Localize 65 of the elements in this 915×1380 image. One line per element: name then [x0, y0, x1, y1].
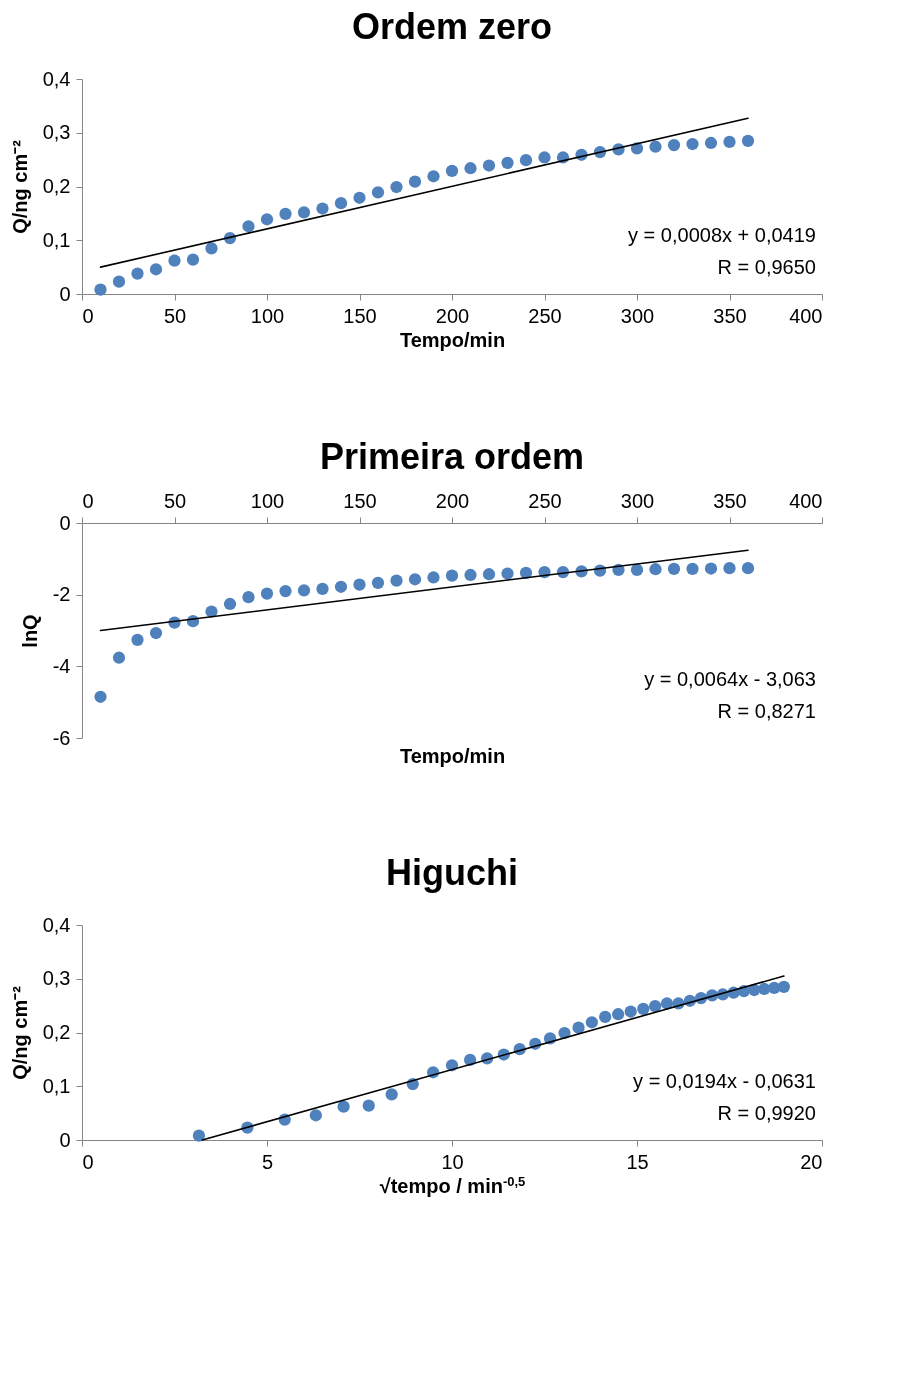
x-tick-label: 300: [620, 304, 655, 327]
y-tick-label: -4: [52, 654, 71, 677]
annotation: y = 0,0008x + 0,0419: [628, 224, 816, 246]
x-tick-label: 20: [800, 1150, 823, 1173]
y-tick-label: 0,1: [42, 228, 71, 251]
x-tick-label: 300: [620, 489, 655, 512]
point: [599, 1010, 612, 1024]
point: [192, 1129, 206, 1142]
chart-title: Higuchi: [386, 852, 518, 893]
x-tick-label: 0: [82, 489, 94, 512]
y-tick-label: -6: [52, 726, 71, 749]
y-tick-label: 0: [59, 282, 71, 305]
point: [649, 1000, 662, 1013]
annotation: y = 0,0064x - 3,063: [644, 668, 816, 690]
y-tick-label: 0,1: [42, 1074, 71, 1097]
x-tick-label: 0: [82, 304, 94, 327]
x-tick-label: 150: [343, 304, 377, 327]
point: [585, 1016, 598, 1029]
x-axis-title: Tempo/min: [399, 328, 506, 351]
y-tick-label: 0: [59, 511, 71, 534]
x-tick-label: 200: [435, 304, 470, 327]
point: [309, 1109, 322, 1122]
x-axis-title: Tempo/min: [399, 744, 506, 767]
x-tick-label: 50: [163, 489, 187, 512]
x-tick-label: 350: [713, 489, 747, 512]
x-tick-label: 50: [163, 304, 187, 327]
point: [777, 980, 791, 993]
x-tick-label: 15: [626, 1150, 649, 1173]
annotation: y = 0,0194x - 0,0631: [633, 1070, 816, 1092]
x-tick-label: 200: [435, 489, 470, 512]
y-tick-label: 0,3: [42, 967, 71, 990]
y-tick-label: 0,2: [42, 1021, 71, 1043]
x-tick-label: 250: [528, 304, 562, 327]
y-tick-label: 0: [59, 1128, 71, 1151]
y-tick-label: 0,4: [42, 67, 71, 90]
point: [572, 1021, 585, 1034]
y-tick-label: 0,4: [42, 913, 71, 936]
chart-title: Primeira ordem: [319, 436, 585, 477]
point: [337, 1100, 350, 1113]
point: [637, 1002, 650, 1015]
x-tick-label: 400: [789, 489, 823, 512]
x-tick-label: 5: [261, 1150, 274, 1173]
annotation: R = 0,8271: [717, 700, 816, 722]
x-tick-label: 100: [250, 489, 285, 512]
y-axis-title: lnQ: [18, 614, 41, 648]
x-axis-title: √tempo / min$^{-0,5}$: [379, 1173, 526, 1197]
annotation: R = 0,9920: [717, 1102, 816, 1124]
x-tick-label: 250: [528, 489, 562, 512]
y-tick-label: -2: [52, 583, 71, 606]
x-tick-label: 0: [82, 1150, 94, 1173]
y-axis-title: Q/ng cm⁻²: [8, 985, 31, 1080]
x-tick-label: 350: [713, 304, 747, 327]
point: [612, 1008, 625, 1021]
x-tick-label: 400: [789, 304, 823, 327]
y-tick-label: 0,3: [42, 121, 71, 144]
chart-title: Ordem zero: [351, 6, 553, 47]
point: [385, 1088, 398, 1101]
y-tick-label: 0,2: [42, 175, 71, 197]
x-tick-label: 10: [441, 1150, 464, 1173]
point: [624, 1005, 637, 1018]
y-axis-title: Q/ng cm⁻²: [8, 139, 31, 234]
x-tick-label: 100: [250, 304, 285, 327]
x-tick-label: 150: [343, 489, 377, 512]
point: [362, 1099, 375, 1112]
annotation: R = 0,9650: [717, 256, 816, 278]
